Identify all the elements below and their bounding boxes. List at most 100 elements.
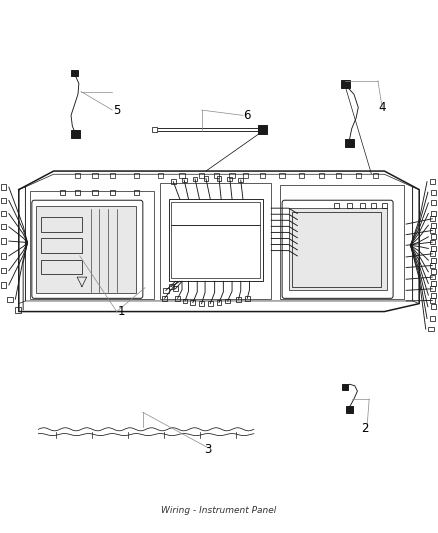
Bar	[171, 179, 176, 184]
Bar	[299, 173, 304, 178]
Bar	[183, 298, 187, 303]
Bar	[15, 308, 21, 313]
Bar	[1, 198, 7, 203]
Bar	[236, 297, 241, 302]
Bar	[430, 240, 434, 245]
Bar	[373, 173, 378, 178]
Bar	[430, 179, 435, 184]
Bar	[217, 176, 221, 181]
Bar	[1, 238, 7, 244]
Bar	[182, 177, 187, 182]
Bar	[163, 288, 169, 293]
Bar	[292, 213, 381, 287]
Bar	[162, 296, 167, 301]
Bar	[430, 316, 435, 321]
Bar	[214, 173, 219, 178]
Bar	[345, 139, 354, 147]
Bar	[431, 293, 436, 297]
Bar	[319, 173, 324, 178]
Bar	[336, 173, 341, 178]
Bar	[430, 252, 434, 256]
Bar	[431, 281, 436, 286]
Bar	[430, 298, 434, 303]
Bar	[199, 173, 204, 178]
Bar	[431, 223, 436, 228]
Bar	[41, 260, 82, 274]
Bar	[1, 282, 7, 288]
Bar	[41, 238, 82, 253]
Bar	[193, 176, 198, 181]
Bar	[431, 211, 436, 216]
Bar	[180, 173, 185, 178]
Bar	[41, 217, 82, 232]
Bar	[245, 296, 250, 301]
Bar	[36, 206, 136, 293]
Bar	[243, 173, 248, 178]
Text: 2: 2	[361, 422, 368, 435]
Bar	[342, 384, 349, 390]
Bar	[431, 304, 436, 309]
Bar	[1, 268, 7, 273]
Bar	[1, 253, 7, 259]
Bar	[191, 300, 195, 305]
Bar	[1, 211, 7, 216]
Bar	[60, 190, 65, 195]
Text: Wiring - Instrument Panel: Wiring - Instrument Panel	[161, 506, 277, 515]
Bar	[430, 286, 434, 291]
Bar	[430, 228, 434, 233]
Bar	[169, 284, 174, 289]
Bar	[173, 286, 178, 291]
Bar	[428, 327, 434, 332]
Bar	[356, 173, 361, 178]
Bar	[92, 190, 98, 195]
Bar	[341, 79, 350, 87]
Bar	[199, 301, 204, 306]
Text: 3: 3	[205, 443, 212, 456]
Bar	[217, 300, 221, 305]
Bar	[431, 246, 436, 251]
Bar	[334, 203, 339, 208]
Bar	[134, 173, 139, 178]
Bar	[171, 225, 260, 278]
Bar	[382, 203, 387, 208]
Bar	[430, 274, 434, 279]
Bar	[175, 296, 180, 301]
Bar	[75, 173, 80, 178]
Bar	[371, 203, 376, 208]
Bar	[71, 130, 80, 138]
Text: 1: 1	[117, 305, 125, 318]
Bar	[171, 202, 260, 225]
Bar	[230, 173, 235, 178]
Text: 6: 6	[244, 109, 251, 122]
Bar	[431, 190, 436, 195]
Bar	[110, 190, 115, 195]
Bar	[208, 301, 213, 306]
Bar	[431, 235, 436, 239]
Bar	[280, 185, 404, 300]
Bar	[279, 173, 285, 178]
Bar	[431, 258, 436, 263]
Bar	[75, 190, 80, 195]
Bar	[71, 69, 78, 76]
Bar	[258, 125, 267, 134]
Bar	[430, 216, 434, 221]
Bar	[227, 176, 232, 181]
Text: 5: 5	[113, 103, 120, 117]
Bar	[169, 199, 262, 281]
Bar	[347, 203, 352, 208]
Bar	[431, 200, 436, 205]
Bar	[238, 177, 243, 182]
Bar	[360, 203, 365, 208]
Bar	[204, 176, 208, 181]
Bar	[160, 183, 271, 300]
Bar	[225, 298, 230, 303]
Text: 4: 4	[378, 101, 386, 114]
Bar	[289, 208, 387, 290]
Bar	[152, 127, 157, 132]
Bar	[1, 184, 7, 190]
Bar	[30, 191, 154, 300]
Bar	[110, 173, 115, 178]
Bar	[346, 407, 353, 413]
Bar	[431, 269, 436, 274]
Bar	[430, 263, 434, 268]
